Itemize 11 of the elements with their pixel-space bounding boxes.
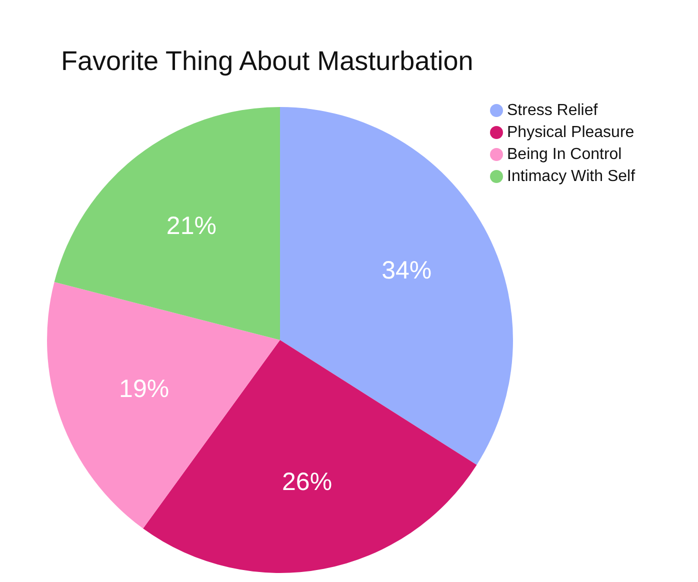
data-label: 19% <box>119 374 170 403</box>
pie-slice <box>54 107 280 340</box>
legend-label: Stress Relief <box>507 102 598 119</box>
legend-label: Being In Control <box>507 146 622 163</box>
data-label: 21% <box>166 212 216 240</box>
legend-label: Intimacy With Self <box>507 168 636 185</box>
data-label: 26% <box>282 468 332 496</box>
chart-title: Favorite Thing About Masturbation <box>61 46 474 77</box>
pie-slice <box>47 282 280 528</box>
legend-label: Physical Pleasure <box>507 124 634 141</box>
data-label: 34% <box>382 256 432 284</box>
